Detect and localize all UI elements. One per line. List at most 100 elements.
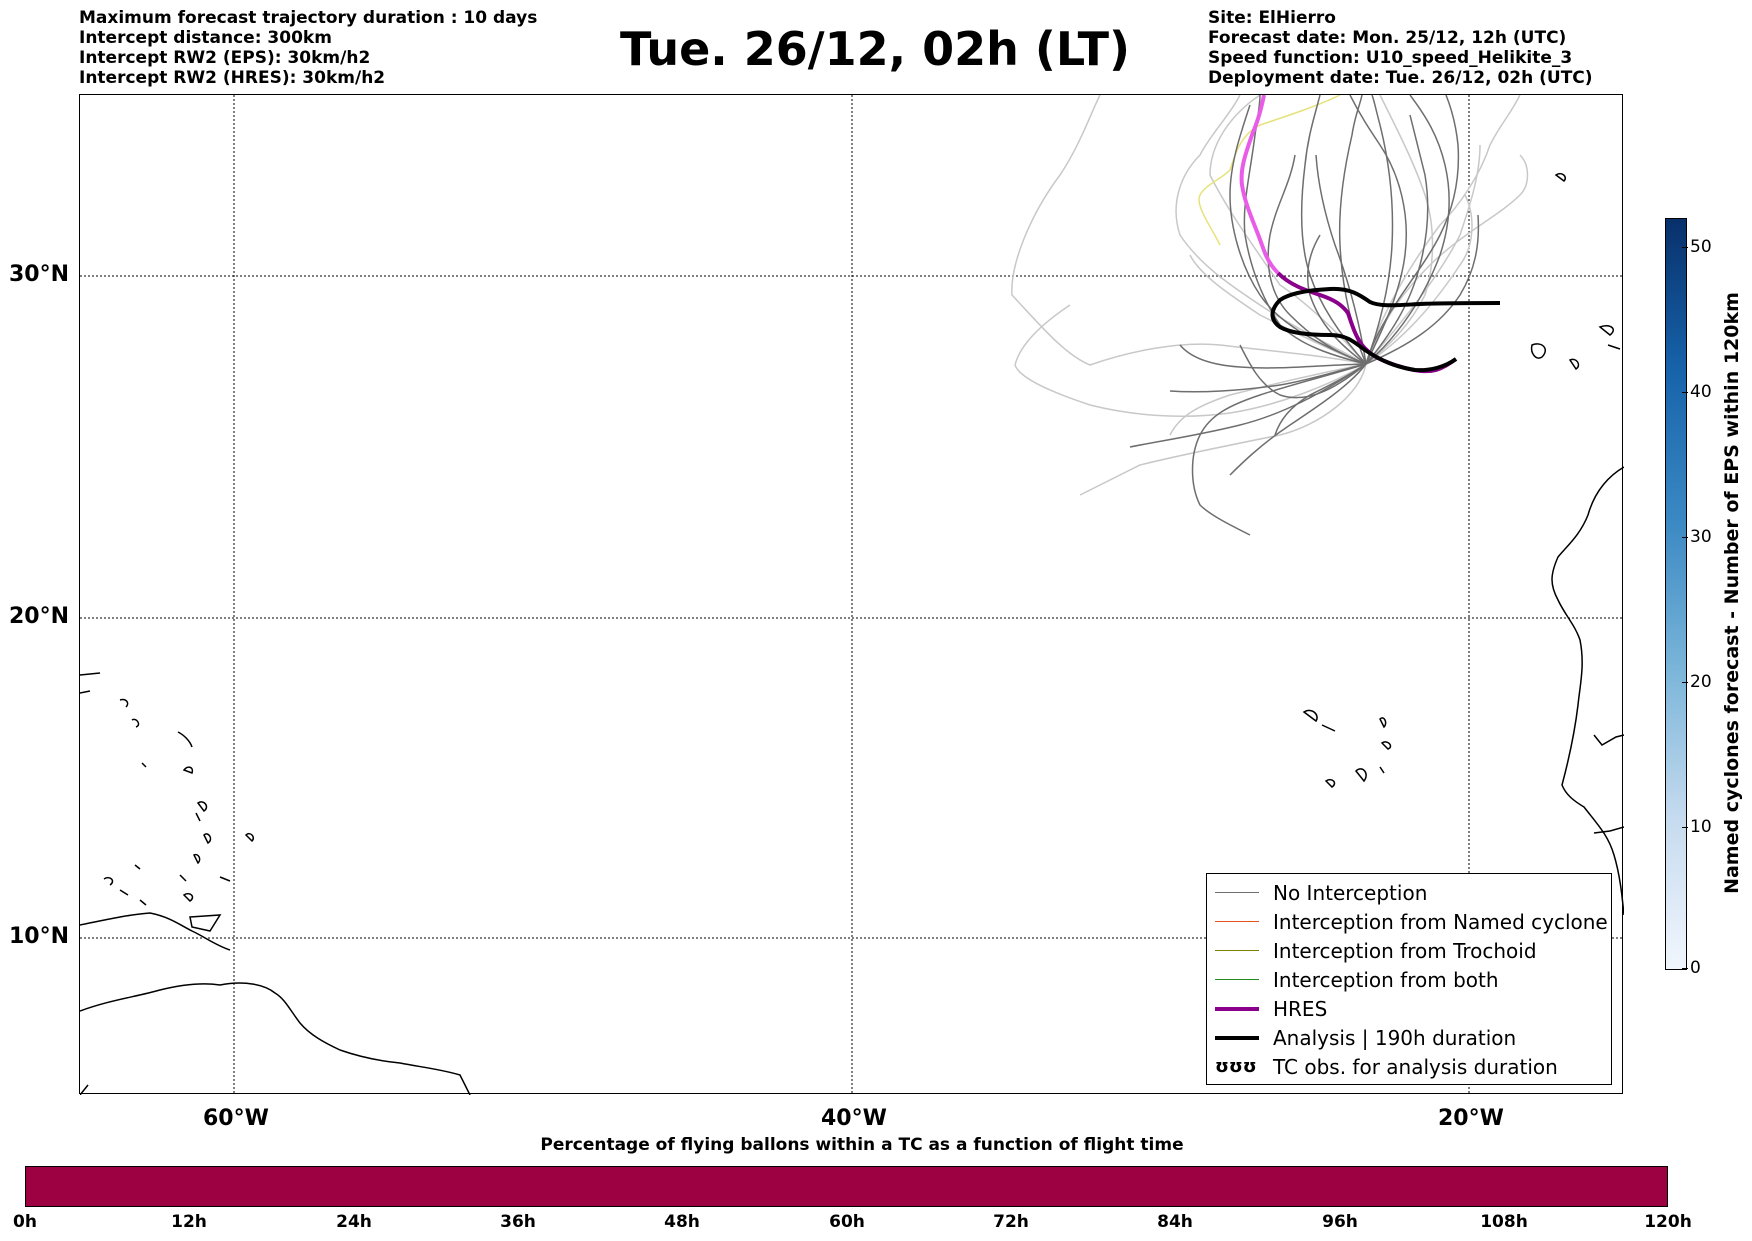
eps-track <box>1365 95 1460 365</box>
hres-track-early <box>1239 95 1280 275</box>
eps-track <box>1129 363 1367 448</box>
eps-track <box>1365 194 1473 365</box>
cbar-tick-0: 0 <box>1682 958 1701 978</box>
eps-track <box>1011 95 1367 366</box>
hres-track <box>1276 271 1458 374</box>
antilles-1 <box>177 731 193 748</box>
antilles-6 <box>182 892 194 902</box>
eps-track <box>1191 363 1367 536</box>
hbar-tick-96h: 96h <box>1322 1212 1358 1232</box>
africa-coast <box>1551 466 1624 916</box>
africa-coast-2 <box>1593 734 1624 746</box>
cape-verde-7 <box>1379 766 1385 774</box>
hbar-tick-12h: 12h <box>171 1212 207 1232</box>
antilles-18 <box>134 864 141 870</box>
eps-track <box>1349 95 1408 365</box>
antilles-7 <box>141 762 147 768</box>
legend: No Interception Interception from Named … <box>1206 873 1612 1085</box>
eps-trajectories-light <box>1011 95 1529 496</box>
page-title: Tue. 26/12, 02h (LT) <box>620 22 1130 76</box>
cbar-tick-10: 10 <box>1682 817 1712 837</box>
canary-1 <box>1530 343 1546 359</box>
eps-track <box>1179 344 1367 369</box>
flight-time-bar <box>25 1166 1668 1207</box>
cape-verde-5 <box>1354 768 1367 783</box>
legend-line-green <box>1215 979 1259 980</box>
madeira <box>1554 172 1567 182</box>
eps-track <box>1274 363 1367 436</box>
antilles-12 <box>131 718 140 728</box>
venezuela-coast <box>80 912 231 951</box>
eps-track <box>1267 154 1367 365</box>
legend-label: TC obs. for analysis duration <box>1273 1054 1558 1079</box>
eps-track <box>1301 95 1367 365</box>
antilles-2 <box>182 766 194 774</box>
eps-track <box>1365 144 1481 365</box>
hbar-tick-84h: 84h <box>1157 1212 1193 1232</box>
cbar-tick-50: 50 <box>1682 237 1712 257</box>
eps-track <box>1315 154 1367 365</box>
trinidad <box>189 914 222 932</box>
header-left: Maximum forecast trajectory duration : 1… <box>79 8 537 88</box>
eps-track <box>1365 95 1434 365</box>
antilles-5 <box>192 853 201 865</box>
analysis-track <box>1270 286 1501 373</box>
legend-item-both: Interception from both <box>1207 965 1611 994</box>
legend-item-analysis: Analysis | 190h duration <box>1207 1023 1611 1052</box>
cape-verde-4 <box>1380 741 1392 750</box>
cbar-tick-20: 20 <box>1682 672 1712 692</box>
south-america-coast <box>80 982 471 1095</box>
legend-item-no-interception: No Interception <box>1207 878 1611 907</box>
colorbar-label: Named cyclones forecast - Number of EPS … <box>1721 292 1743 894</box>
eps-track <box>1229 104 1367 365</box>
eps-track <box>1014 304 1367 418</box>
antilles-20 <box>80 1084 89 1095</box>
tc-symbol-icon: ʊʊʊ <box>1215 1056 1257 1077</box>
hbar-tick-24h: 24h <box>336 1212 372 1232</box>
header-right: Site: ElHierro Forecast date: Mon. 25/12… <box>1208 8 1593 88</box>
lat-label-30: 30°N <box>9 262 70 287</box>
antilles-17 <box>219 876 231 882</box>
intercept-distance-text: Intercept distance: 300km <box>79 28 332 48</box>
antilles-13 <box>195 812 201 822</box>
eps-track <box>1243 95 1367 365</box>
cape-verde-3 <box>1379 717 1387 729</box>
legend-item-trochoid: Interception from Trochoid <box>1207 936 1611 965</box>
lon-label-60: 60°W <box>203 1106 269 1131</box>
cbar-tick-40: 40 <box>1682 382 1712 402</box>
hbar-tick-0h: 0h <box>13 1212 37 1232</box>
legend-label: HRES <box>1273 996 1328 1021</box>
speed-function-text: Speed function: U10_speed_Helikite_3 <box>1208 48 1573 68</box>
antilles-11 <box>119 698 129 708</box>
eps-track <box>1169 363 1367 393</box>
eps-track <box>1169 363 1367 436</box>
canary-4 <box>1607 344 1621 350</box>
antilles-3 <box>196 801 208 813</box>
eps-track <box>1306 234 1367 365</box>
max-duration-text: Maximum forecast trajectory duration : 1… <box>79 8 538 28</box>
hbar-tick-120h: 120h <box>1644 1212 1692 1232</box>
eps-count-colorbar <box>1665 218 1687 970</box>
eps-track <box>1189 254 1367 365</box>
antilles-14 <box>103 876 114 886</box>
legend-label: Interception from Named cyclone <box>1273 909 1608 934</box>
antilles-19 <box>139 899 147 906</box>
cape-verde-6 <box>1324 778 1336 788</box>
legend-label: Interception from Trochoid <box>1273 938 1537 963</box>
intercept-eps-text: Intercept RW2 (EPS): 30km/h2 <box>79 48 371 68</box>
eps-track-yellow <box>1198 95 1341 246</box>
legend-label: No Interception <box>1273 880 1428 905</box>
antilles-10 <box>80 690 91 694</box>
antilles-8 <box>244 832 255 843</box>
cape-verde-2 <box>1321 724 1336 732</box>
eps-track <box>1365 114 1429 365</box>
antilles-9 <box>80 672 101 676</box>
antilles-4 <box>203 833 212 845</box>
legend-item-tc-obs: ʊʊʊ TC obs. for analysis duration <box>1207 1052 1611 1081</box>
legend-line-black <box>1215 1035 1259 1040</box>
eps-track <box>1079 363 1367 496</box>
legend-label: Analysis | 190h duration <box>1273 1025 1517 1050</box>
africa-coast-3 <box>1593 826 1624 834</box>
forecast-date-text: Forecast date: Mon. 25/12, 12h (UTC) <box>1208 28 1567 48</box>
hbar-tick-108h: 108h <box>1480 1212 1528 1232</box>
